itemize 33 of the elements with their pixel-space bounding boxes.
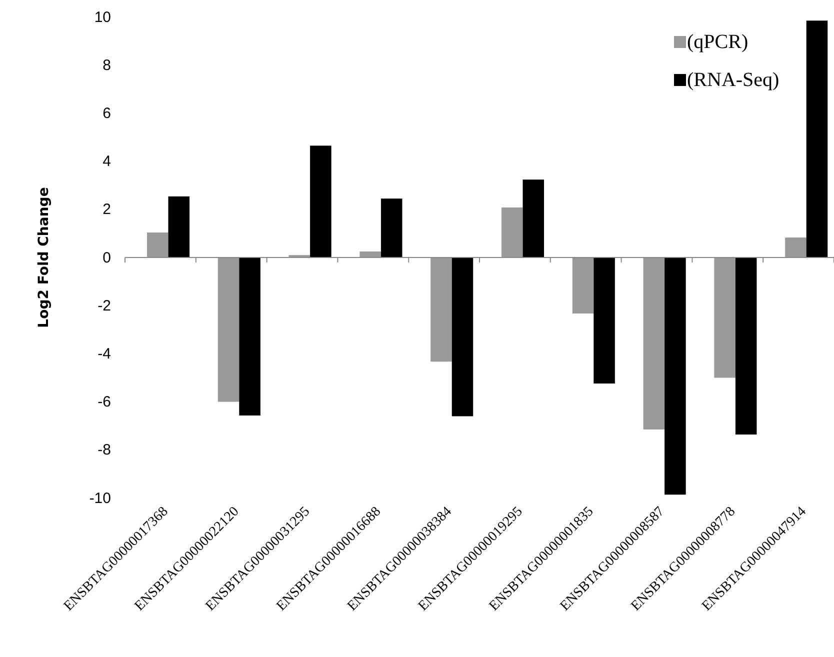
bar: [501, 207, 523, 258]
bar: [380, 198, 402, 258]
bar: [239, 258, 260, 416]
y-tick-label: -2: [98, 297, 111, 314]
y-tick-label: 0: [102, 249, 111, 266]
bar: [218, 258, 240, 402]
y-tick-label: 10: [94, 8, 111, 26]
bar: [594, 258, 615, 384]
bar: [452, 258, 474, 416]
bar: [572, 258, 594, 314]
y-tick-label: 8: [102, 56, 111, 74]
bar: [310, 146, 332, 258]
bar: [664, 258, 686, 495]
y-axis-title: Log2 Fold Change: [36, 187, 52, 328]
y-tick-label: 6: [102, 105, 111, 122]
bar: [522, 180, 544, 258]
y-tick-label: 2: [102, 201, 111, 218]
bar: [430, 258, 452, 362]
legend-label: (qPCR): [687, 31, 748, 53]
bar: [168, 196, 190, 258]
y-tick-label: 4: [102, 153, 111, 170]
legend-label: (RNA-Seq): [687, 69, 780, 91]
bar: [806, 20, 828, 258]
y-tick-label: -8: [98, 442, 111, 459]
y-tick-label: -4: [98, 346, 111, 362]
bar: [360, 251, 381, 258]
bar: [643, 258, 665, 430]
bar: [735, 258, 757, 435]
bar: [785, 238, 806, 258]
y-tick-label: -10: [89, 490, 111, 507]
y-tick-label: -6: [98, 394, 111, 411]
bar: [146, 232, 168, 258]
bar: [714, 258, 736, 378]
